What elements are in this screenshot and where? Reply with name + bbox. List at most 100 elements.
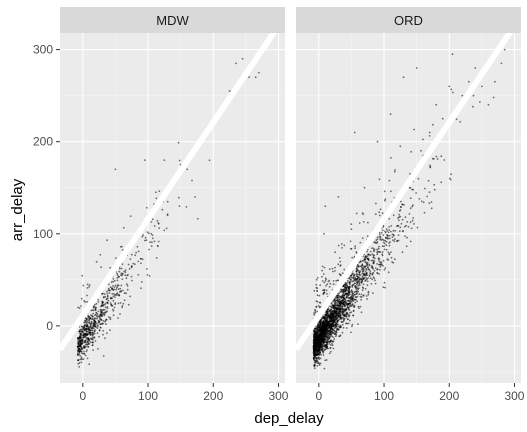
- data-point: [177, 141, 180, 144]
- data-point: [326, 326, 328, 329]
- data-point: [336, 279, 339, 282]
- data-point: [376, 263, 378, 265]
- data-point: [387, 231, 390, 234]
- data-point: [409, 197, 412, 200]
- data-point: [143, 239, 146, 242]
- data-point: [339, 300, 342, 302]
- data-point: [132, 262, 135, 265]
- data-point: [155, 197, 158, 200]
- data-point: [429, 166, 431, 169]
- data-point: [400, 206, 402, 209]
- data-point: [349, 278, 352, 281]
- data-point: [336, 321, 339, 323]
- data-point: [436, 158, 439, 160]
- data-point: [317, 348, 320, 350]
- data-point: [118, 267, 121, 270]
- y-tick-label: 0: [46, 319, 53, 333]
- data-point: [98, 320, 100, 323]
- data-point: [393, 170, 396, 173]
- data-point: [178, 205, 181, 208]
- data-point: [379, 233, 381, 236]
- data-point: [342, 303, 344, 306]
- data-point: [336, 310, 339, 313]
- data-point: [375, 239, 378, 242]
- data-point: [326, 341, 329, 344]
- y-axis: 0 100 200 300: [33, 43, 60, 333]
- data-point: [116, 272, 119, 275]
- data-point: [106, 295, 109, 298]
- data-point: [413, 223, 415, 225]
- strip-label-ord: ORD: [394, 13, 423, 28]
- data-point: [321, 334, 323, 337]
- data-point: [450, 173, 452, 176]
- x-axis-ord: 0 100 200 300: [315, 383, 525, 403]
- data-point: [330, 325, 333, 328]
- data-point: [144, 236, 147, 239]
- data-point: [127, 303, 130, 306]
- data-point: [331, 344, 334, 347]
- data-point: [351, 280, 354, 283]
- data-point: [337, 300, 339, 303]
- data-point: [367, 277, 370, 279]
- data-point: [323, 266, 326, 269]
- data-point: [127, 263, 130, 266]
- data-point: [370, 259, 373, 262]
- data-point: [84, 319, 86, 322]
- data-point: [398, 219, 400, 222]
- data-point: [362, 294, 365, 296]
- data-point: [84, 340, 86, 342]
- data-point: [415, 67, 418, 69]
- data-point: [112, 285, 114, 287]
- data-point: [86, 300, 88, 303]
- data-point: [325, 322, 328, 325]
- data-point: [449, 178, 452, 181]
- data-point: [337, 263, 340, 266]
- data-point: [94, 314, 96, 316]
- data-point: [371, 273, 374, 276]
- data-point: [365, 277, 368, 279]
- data-point: [424, 187, 426, 190]
- data-point: [109, 302, 112, 304]
- data-point: [349, 305, 351, 307]
- data-point: [325, 284, 327, 287]
- data-point: [123, 292, 126, 295]
- data-point: [383, 190, 386, 193]
- data-point: [326, 336, 329, 338]
- data-point: [358, 307, 360, 309]
- data-point: [348, 309, 351, 311]
- data-point: [328, 325, 331, 328]
- data-point: [118, 290, 121, 293]
- data-point: [325, 320, 328, 323]
- data-point: [108, 289, 111, 292]
- data-point: [318, 358, 320, 361]
- data-point: [350, 223, 353, 226]
- data-point: [344, 309, 347, 311]
- data-point: [109, 316, 112, 319]
- data-point: [370, 283, 373, 285]
- data-point: [404, 235, 406, 238]
- data-point: [377, 258, 380, 261]
- data-point: [390, 225, 393, 227]
- data-point: [334, 297, 337, 299]
- data-point: [323, 289, 325, 292]
- data-point: [327, 320, 330, 323]
- data-point: [90, 326, 92, 328]
- data-point: [328, 337, 330, 340]
- data-point: [343, 301, 346, 303]
- data-point: [392, 261, 395, 264]
- data-point: [96, 327, 99, 329]
- data-point: [332, 318, 335, 321]
- data-point: [86, 283, 89, 286]
- data-point: [86, 357, 89, 360]
- data-point: [341, 272, 344, 274]
- data-point: [314, 340, 316, 342]
- data-point: [331, 316, 334, 318]
- data-point: [95, 326, 98, 328]
- data-point: [318, 341, 321, 344]
- data-point: [341, 331, 344, 334]
- data-point: [110, 281, 113, 283]
- data-point: [349, 283, 351, 286]
- fit-line-group-mdw: [60, 33, 278, 352]
- data-point: [331, 313, 334, 316]
- data-point: [376, 140, 379, 143]
